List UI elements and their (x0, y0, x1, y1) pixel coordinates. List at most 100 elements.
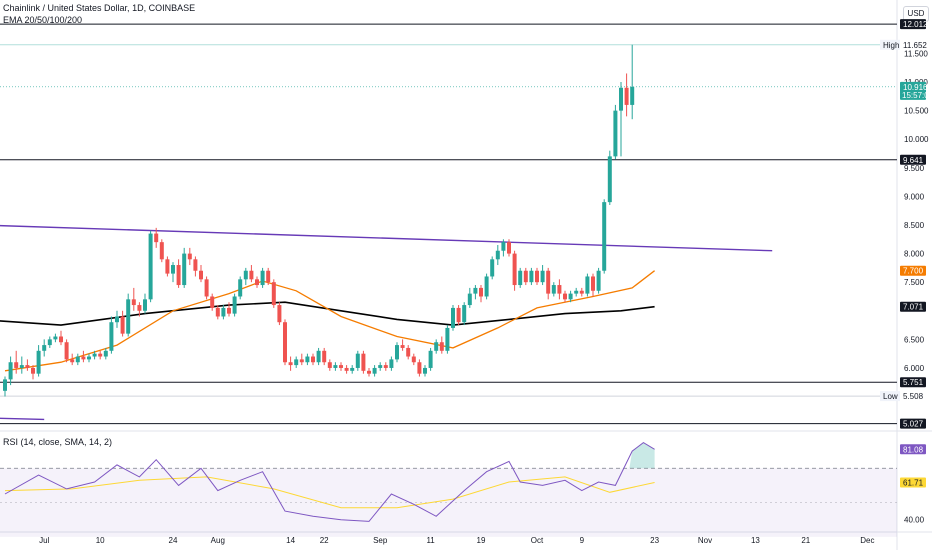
price-tag-box (900, 391, 926, 402)
candle-body (333, 365, 338, 368)
candle (529, 267, 534, 286)
candle (14, 350, 19, 374)
candle-body (350, 367, 355, 371)
candle-body (372, 367, 377, 374)
time-tick-label: Aug (211, 536, 225, 545)
candle-body (53, 336, 58, 340)
candle (495, 245, 500, 266)
candle (591, 273, 595, 297)
candle (624, 73, 629, 117)
candle (473, 285, 478, 300)
candle-body (361, 353, 366, 371)
candle (25, 359, 30, 371)
candle (512, 250, 517, 291)
candle (596, 267, 601, 294)
candle (137, 302, 142, 317)
candle-body (98, 353, 103, 357)
rsi-label: RSI (14, close, SMA, 14, 2) (3, 437, 113, 447)
candle (81, 350, 86, 363)
candle-body (115, 316, 119, 323)
price-tag-value: 61.71 (903, 478, 924, 487)
candle-body (75, 356, 80, 363)
candle-body (305, 356, 310, 363)
candle-body (501, 242, 506, 251)
candle-body (182, 253, 187, 286)
candle-body (344, 367, 349, 371)
candle-body (479, 287, 483, 297)
candle (64, 339, 69, 363)
horizontal-levels (0, 23, 897, 425)
price-tag-value: 5.508 (903, 392, 924, 401)
candle-body (187, 253, 192, 260)
candle (53, 333, 58, 343)
price-tag: 61.71 (900, 477, 926, 488)
candle-body (59, 336, 63, 343)
candle-body (126, 299, 131, 334)
candle-body (260, 270, 265, 286)
candle-body (288, 362, 293, 366)
candle (19, 356, 24, 374)
candle (221, 305, 226, 320)
candle-body (445, 327, 450, 351)
price-tick-label: 8.000 (904, 250, 925, 259)
candle (103, 347, 108, 360)
candle-body (42, 345, 47, 351)
time-tick-label: 13 (751, 536, 760, 545)
candle-body (19, 365, 24, 368)
candle (109, 316, 114, 354)
price-tag-value: 5.027 (903, 420, 924, 429)
candle-body (210, 296, 215, 308)
candle-body (243, 270, 248, 280)
candle-body (579, 290, 584, 294)
candle-body (143, 299, 147, 311)
candle (266, 267, 271, 286)
candle-body (383, 365, 388, 368)
candle (260, 267, 265, 288)
candle-body (451, 307, 455, 328)
candle-body (165, 259, 170, 274)
candle (143, 293, 147, 314)
candle-body (299, 359, 304, 363)
candle-body (103, 350, 108, 357)
time-tick-label: Oct (531, 536, 544, 545)
price-tick-label: 10.500 (904, 107, 929, 116)
candle-body (277, 305, 282, 323)
candle (283, 319, 287, 366)
price-tick-label: 6.000 (904, 364, 925, 373)
time-tick-label: 11 (426, 536, 435, 545)
ema-lines (0, 270, 655, 372)
price-tag-sub: 15:57:06 (902, 91, 932, 100)
candle (294, 356, 299, 368)
candle (585, 273, 590, 297)
candle-body (467, 293, 472, 306)
time-tick-label: Nov (698, 536, 712, 545)
candle (400, 339, 405, 351)
price-tag: 11.652 High (880, 39, 927, 50)
price-tag-value: 7.071 (903, 303, 924, 312)
candle-body (120, 316, 125, 334)
candle-body (81, 356, 86, 360)
candle (277, 302, 282, 326)
trendline (0, 224, 773, 252)
candle (367, 367, 371, 377)
candle-body (406, 347, 411, 357)
price-tag-value: 10.916 (903, 83, 928, 92)
candle (439, 336, 444, 354)
price-tick-label: 7.500 (904, 278, 925, 287)
candle (613, 104, 618, 160)
candle (165, 256, 170, 277)
candle (456, 305, 461, 326)
candle (182, 247, 187, 288)
candle-body (574, 290, 579, 294)
candle-body (596, 270, 601, 291)
price-tag: 7.071 (900, 301, 926, 312)
candle-body (131, 299, 136, 306)
candle-body (473, 287, 478, 294)
candle-body (266, 270, 271, 283)
candle (204, 276, 209, 300)
rsi-line (4, 441, 655, 522)
candle-body (490, 259, 495, 277)
candle-body (400, 345, 405, 348)
